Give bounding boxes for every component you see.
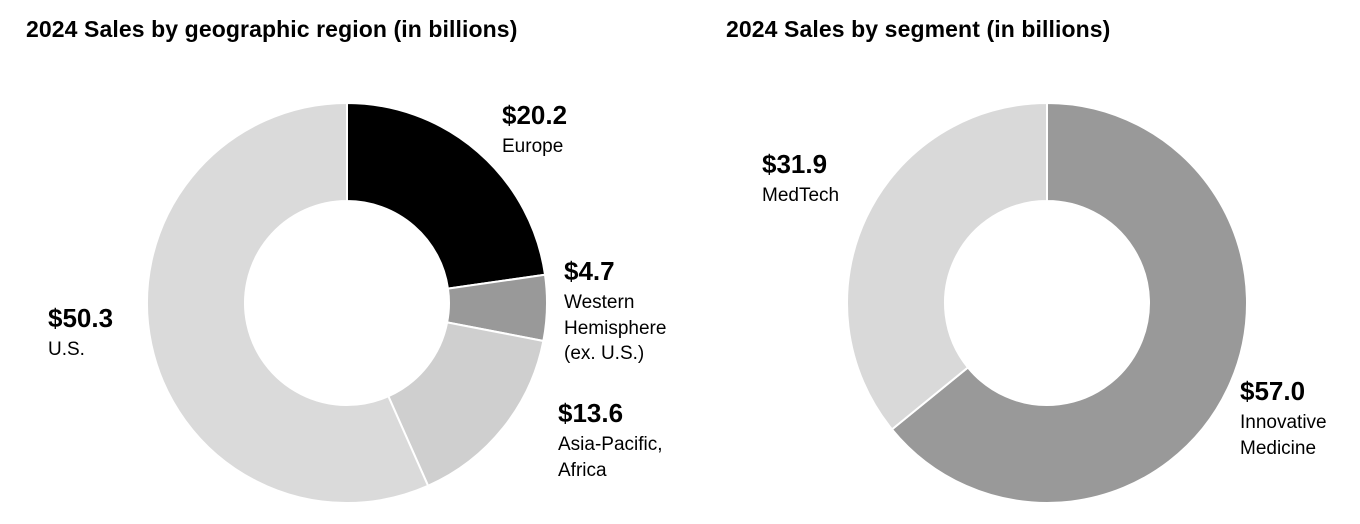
slice-name-western-hemisphere: Western Hemisphere (ex. U.S.) [564, 292, 667, 365]
slice-asia-pacific-africa [387, 321, 545, 488]
slice-name-europe: Europe [502, 136, 564, 158]
slice-label-europe: $20.2 Europe [502, 100, 642, 160]
slice-label-us: $50.3 U.S. [48, 303, 188, 363]
slice-label-asia-pacific: $13.6 Asia-Pacific, Africa [558, 398, 688, 483]
segment-donut-chart [846, 101, 1248, 504]
region-chart-title: 2024 Sales by geographic region (in bill… [26, 16, 518, 42]
slice-value-western-hemisphere: $4.7 [564, 256, 615, 286]
slice-name-innovative-medicine: Innovative Medicine [1240, 412, 1327, 459]
slice-label-western-hemisphere: $4.7 Western Hemisphere (ex. U.S.) [564, 256, 684, 367]
slice-value-asia-pacific: $13.6 [558, 398, 624, 428]
slice-name-us: U.S. [48, 339, 85, 361]
segment-chart-title: 2024 Sales by segment (in billions) [726, 16, 1111, 42]
slice-value-europe: $20.2 [502, 100, 568, 130]
slice-name-medtech: MedTech [762, 185, 840, 207]
slice-value-innovative-medicine: $57.0 [1240, 376, 1306, 406]
slice-value-us: $50.3 [48, 303, 114, 333]
slice-value-medtech: $31.9 [762, 149, 828, 179]
slice-medtech [846, 101, 1048, 431]
slice-europe [346, 101, 547, 290]
slice-label-innovative-medicine: $57.0 Innovative Medicine [1240, 376, 1350, 461]
slice-u-s [146, 101, 430, 504]
region-donut-chart [146, 101, 548, 504]
slice-label-medtech: $31.9 MedTech [762, 149, 902, 209]
slice-name-asia-pacific: Asia-Pacific, Africa [558, 434, 663, 481]
slice-innovative-medicine [890, 101, 1248, 504]
